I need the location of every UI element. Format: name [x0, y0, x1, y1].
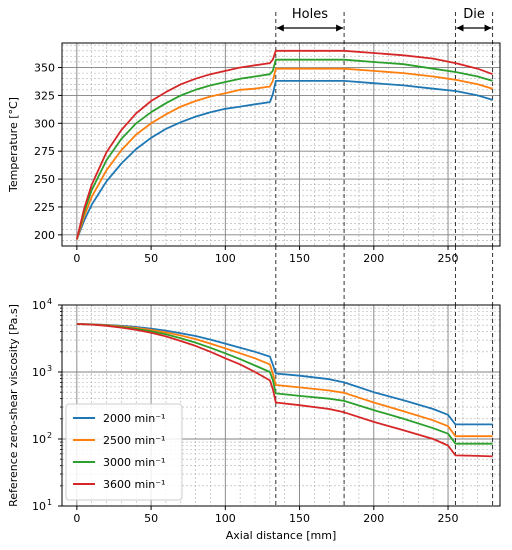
y-tick-label: 275: [34, 145, 55, 158]
y-tick-label: 10: [32, 500, 46, 513]
series-group: [75, 49, 493, 240]
series-line-2: [75, 58, 493, 240]
y-tick-label: 350: [34, 62, 55, 75]
x-tick-label: 0: [73, 512, 80, 525]
legend-entry-0: 2000 min⁻¹: [103, 412, 165, 425]
series-line-3: [75, 49, 493, 240]
x-tick-label: 50: [144, 512, 158, 525]
annotation-arrowhead-right: [336, 24, 344, 32]
y-tick-label-base: 10: [32, 433, 46, 446]
region-annotations: Holes Die: [276, 7, 492, 32]
y-tick-label: 10: [32, 433, 46, 446]
legend-entry-2: 3000 min⁻¹: [103, 456, 165, 469]
series-line-1: [76, 323, 493, 438]
x-tick-label: 0: [73, 252, 80, 265]
x-tick-label: 50: [144, 252, 158, 265]
y-tick-label: 10: [32, 299, 46, 312]
y-tick-label-exponent: 4: [47, 297, 52, 306]
grid: [61, 43, 500, 246]
y-tick-label-base: 10: [32, 299, 46, 312]
legend-box: [65, 403, 183, 501]
annotation-label: Holes: [292, 7, 328, 22]
y-tick-label: 250: [34, 173, 55, 186]
y-tick-label-exponent: 3: [47, 364, 52, 373]
series-line-3: [76, 323, 493, 458]
annotation-arrowhead-right: [484, 24, 492, 32]
y-axis-label: Reference zero-shear viscosity [Pa.s]: [7, 304, 20, 507]
y-axis-label: Temperature [°C]: [7, 97, 20, 193]
x-axis-label: Axial distance [mm]: [226, 529, 337, 542]
series-line-2: [76, 323, 493, 445]
legend: 2000 min⁻¹ 2500 min⁻¹ 3000 min⁻¹ 3600 min⁻¹: [65, 403, 183, 501]
legend-entry-1: 2500 min⁻¹: [103, 434, 165, 447]
x-tick-label: 200: [363, 252, 384, 265]
annotation-arrowhead-left: [456, 24, 464, 32]
axes-frame: [61, 304, 501, 507]
y-tick-label-base: 10: [32, 500, 46, 513]
y-tick-label-base: 10: [32, 366, 46, 379]
x-tick-label: 250: [438, 252, 459, 265]
x-tick-label: 150: [289, 512, 310, 525]
x-tick-label: 200: [363, 512, 384, 525]
y-tick-label-exponent: 2: [47, 431, 52, 440]
y-tick-label: 200: [34, 229, 55, 242]
y-tick-label: 325: [34, 89, 55, 102]
axes-frame: [61, 42, 501, 247]
y-tick-label-exponent: 1: [47, 498, 52, 507]
legend-entry-3: 3600 min⁻¹: [103, 478, 165, 491]
plot-background: [62, 43, 500, 246]
temperature-plot: 0 50 100 150 200 250 200 225 250 275 300 325 350 Temp…: [7, 12, 501, 305]
series-line-0: [76, 323, 493, 426]
series-line-1: [75, 67, 493, 240]
x-tick-label: 250: [438, 512, 459, 525]
y-tick-label: 225: [34, 201, 55, 214]
annotation-label: Die: [463, 7, 485, 22]
series-group: [76, 323, 493, 458]
y-tick-label: 300: [34, 117, 55, 130]
y-tick-label: 10: [32, 366, 46, 379]
series-line-0: [75, 80, 493, 240]
annotation-arrowhead-left: [276, 24, 284, 32]
x-tick-label: 100: [215, 512, 236, 525]
x-tick-label: 150: [289, 252, 310, 265]
x-tick-label: 100: [215, 252, 236, 265]
